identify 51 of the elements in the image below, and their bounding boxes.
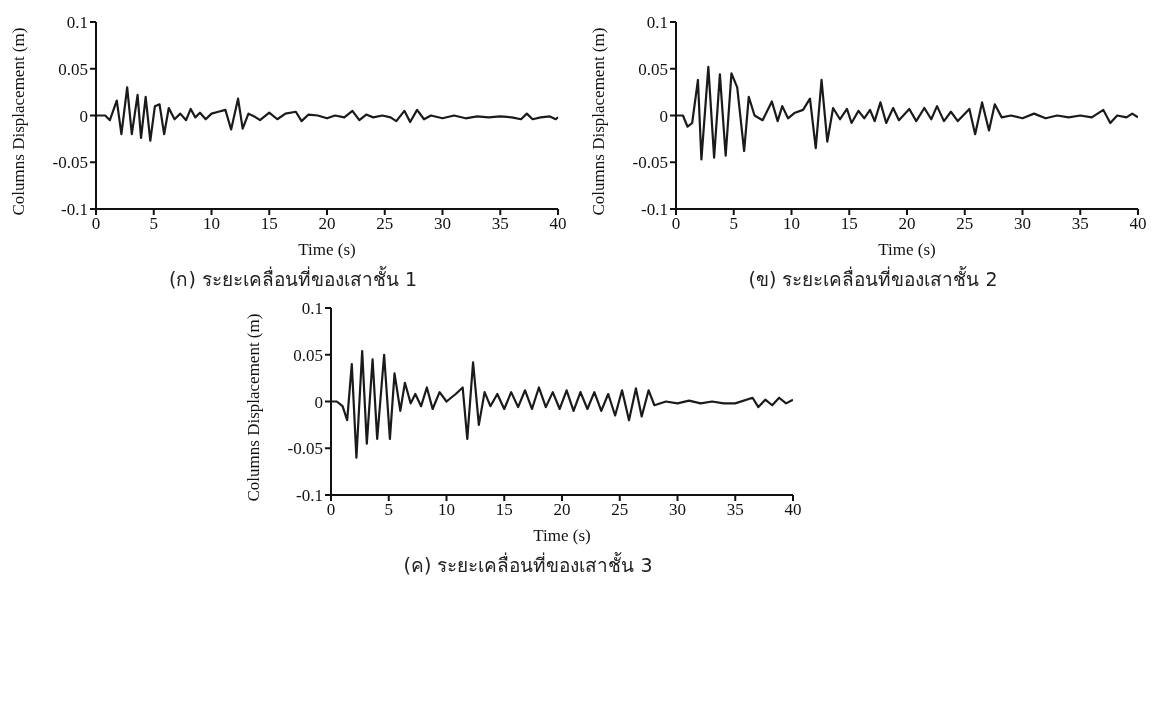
y-tick-label: 0.05 [58, 59, 88, 79]
text: (ค) ระยะเคลื่อนที่ของเสาชั้น 3 [402, 551, 654, 578]
y-tick-label: 0.1 [646, 13, 668, 33]
y-tick-label: 0.1 [301, 299, 323, 319]
x-tick-label: 10 [438, 500, 455, 520]
x-axis-title: Time (s) [533, 526, 591, 545]
x-tick-label: 30 [434, 214, 451, 234]
x-tick-label: 10 [783, 214, 800, 234]
text: (ข) ระยะเคลื่อนที่ของเสาชั้น 2 [747, 265, 999, 292]
y-tick-label: 0.05 [638, 59, 668, 79]
x-tick-label: 20 [553, 500, 571, 520]
x-axis-title: Time (s) [298, 240, 356, 259]
x-tick-label: 40 [549, 214, 567, 234]
y-tick-label: -0.05 [52, 153, 88, 173]
x-tick-label: 20 [318, 214, 336, 234]
y-tick-label: -0.05 [632, 153, 668, 173]
y-axis-title: Columns Displacement (m) [589, 27, 609, 216]
y-tick-label: -0.1 [61, 200, 88, 220]
y-axis-title: Columns Displacement (m) [244, 313, 264, 502]
x-tick-label: 5 [384, 500, 393, 520]
x-tick-label: 20 [898, 214, 916, 234]
x-tick-label: 25 [956, 214, 974, 234]
x-tick-label: 5 [149, 214, 158, 234]
y-tick-label: -0.1 [641, 200, 668, 220]
x-tick-label: 0 [326, 500, 336, 520]
x-tick-label: 40 [1129, 214, 1147, 234]
x-tick-label: 25 [376, 214, 394, 234]
x-tick-label: 15 [260, 214, 278, 234]
x-axis-title: Time (s) [878, 240, 936, 259]
x-tick-label: 15 [495, 500, 513, 520]
x-tick-label: 10 [203, 214, 220, 234]
x-tick-label: 15 [840, 214, 858, 234]
y-axis-title: Columns Displacement (m) [9, 27, 29, 216]
x-tick-label: 40 [784, 500, 802, 520]
y-tick-label: -0.1 [296, 486, 323, 506]
x-tick-label: 35 [726, 500, 744, 520]
x-tick-label: 25 [611, 500, 629, 520]
x-tick-label: 35 [491, 214, 509, 234]
x-tick-label: 35 [1071, 214, 1089, 234]
x-tick-label: 30 [1014, 214, 1031, 234]
x-tick-label: 30 [669, 500, 686, 520]
text: (ก) ระยะเคลื่อนที่ของเสาชั้น 1 [168, 265, 418, 292]
y-tick-label: 0.1 [66, 13, 88, 33]
y-tick-label: 0.05 [293, 345, 323, 365]
y-tick-label: 0 [79, 106, 88, 126]
x-tick-label: 0 [671, 214, 681, 234]
x-tick-label: 0 [91, 214, 101, 234]
x-tick-label: 5 [729, 214, 738, 234]
y-tick-label: 0 [314, 392, 323, 412]
y-tick-label: -0.05 [287, 439, 323, 459]
y-tick-label: 0 [659, 106, 668, 126]
